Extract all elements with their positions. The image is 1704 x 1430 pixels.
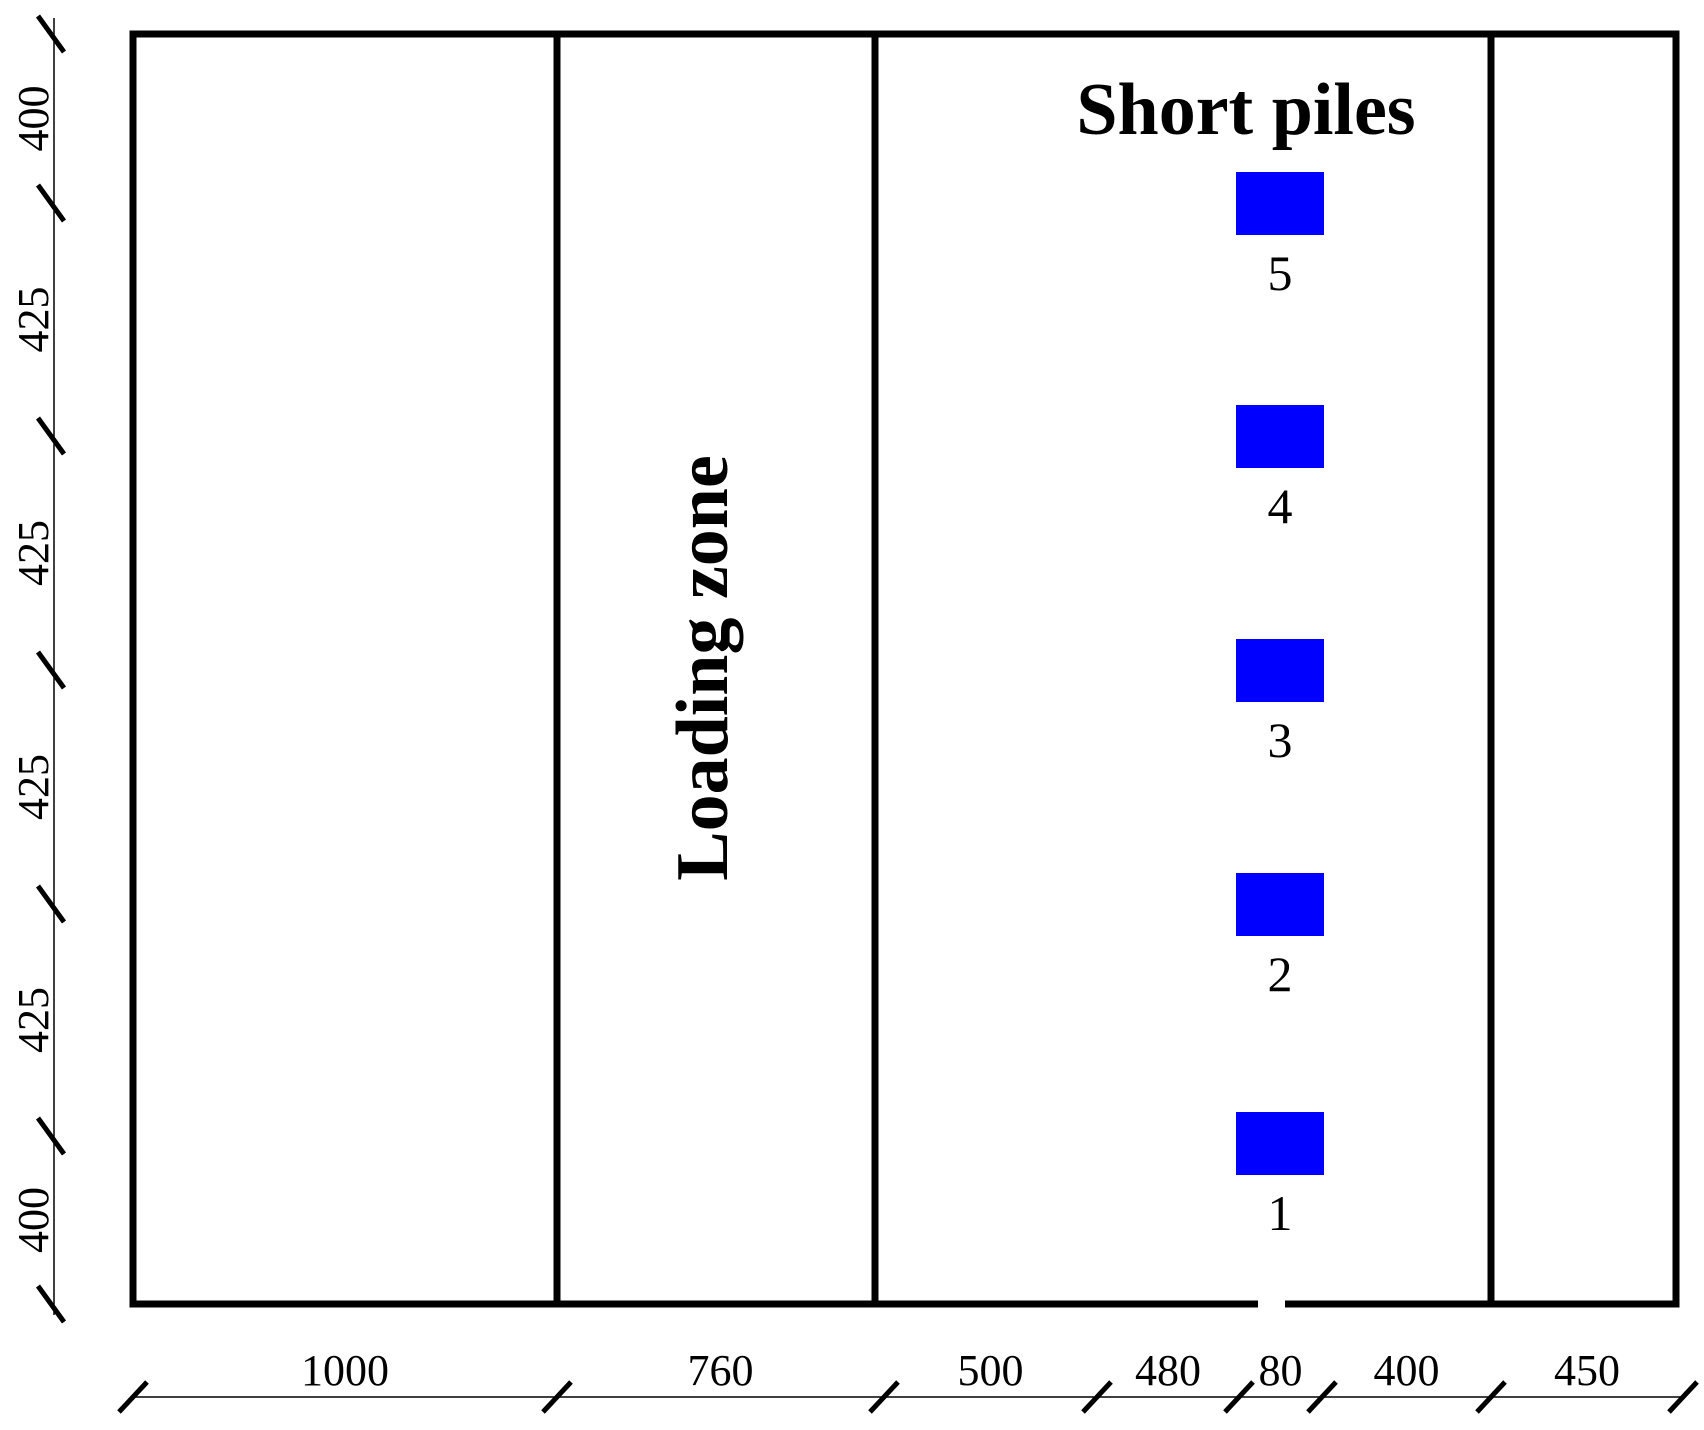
short-pile-3 xyxy=(1236,639,1324,702)
side-dim-tick xyxy=(35,884,67,924)
side-dim-label: 425 xyxy=(9,754,58,820)
bottom-dim-label: 80 xyxy=(1259,1346,1303,1395)
side-dim-tick xyxy=(35,14,67,54)
model-boundary xyxy=(129,30,1680,1308)
pile-number-label: 3 xyxy=(1268,712,1293,768)
side-dim-tick xyxy=(35,1284,67,1324)
short-pile-2 xyxy=(1236,873,1324,936)
bottom-dimensions: 1000 760 500 480 80 400 450 xyxy=(117,1346,1699,1414)
side-dim-label: 400 xyxy=(9,86,58,152)
bottom-dim-tick xyxy=(1475,1380,1507,1414)
pile-number-label: 4 xyxy=(1268,478,1293,534)
side-dim-tick xyxy=(35,650,67,690)
bottom-dim-tick xyxy=(1306,1380,1338,1414)
pile-number-label: 1 xyxy=(1268,1185,1293,1241)
short-piles-label: Short piles xyxy=(1076,69,1415,151)
side-dim-label: 425 xyxy=(9,987,58,1053)
short-pile-4 xyxy=(1236,405,1324,468)
side-dim-tick xyxy=(35,183,67,223)
bottom-dim-tick xyxy=(1667,1380,1699,1414)
bottom-dim-label: 1000 xyxy=(301,1346,389,1395)
bottom-edge-gap xyxy=(1258,1298,1285,1310)
side-dim-label: 425 xyxy=(9,287,58,353)
bottom-dim-tick xyxy=(541,1380,573,1414)
side-dim-label: 425 xyxy=(9,520,58,586)
side-dim-label: 400 xyxy=(9,1187,58,1253)
bottom-dim-tick xyxy=(868,1380,900,1414)
bottom-dim-tick xyxy=(117,1380,149,1414)
bottom-dim-label: 480 xyxy=(1135,1346,1201,1395)
piles-group: 1 2 3 4 5 xyxy=(1236,172,1324,1241)
side-dimensions: 400 425 425 425 425 400 xyxy=(9,14,67,1324)
bottom-dim-label: 760 xyxy=(688,1346,754,1395)
bottom-dim-label: 500 xyxy=(958,1346,1024,1395)
bottom-dim-tick xyxy=(1081,1380,1113,1414)
short-pile-1 xyxy=(1236,1112,1324,1175)
bottom-dim-label: 450 xyxy=(1554,1346,1620,1395)
bottom-dim-label: 400 xyxy=(1374,1346,1440,1395)
short-pile-5 xyxy=(1236,172,1324,235)
loading-zone-label: Loading zone xyxy=(662,455,744,881)
side-dim-tick xyxy=(35,416,67,456)
pile-number-label: 5 xyxy=(1268,245,1293,301)
pile-number-label: 2 xyxy=(1268,946,1293,1002)
bottom-dim-tick xyxy=(1223,1380,1255,1414)
side-dim-tick xyxy=(35,1116,67,1156)
